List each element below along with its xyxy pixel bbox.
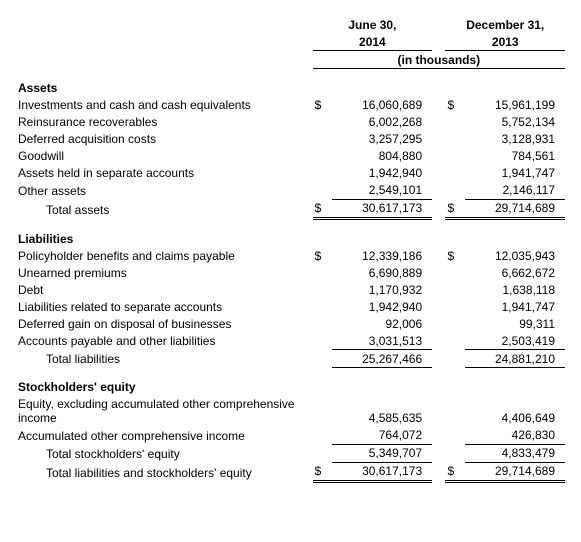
balance-sheet-table: June 30, December 31, 2014 2013 (in thou…: [16, 16, 565, 483]
table-row: Accumulated other comprehensive income 7…: [16, 427, 565, 445]
table-row: Reinsurance recoverables 6,002,268 5,752…: [16, 114, 565, 131]
col1-year: 2014: [313, 33, 432, 51]
col1-date: June 30,: [313, 16, 432, 33]
table-row: Other assets 2,549,101 2,146,117: [16, 182, 565, 200]
grand-total-row: Total liabilities and stockholders' equi…: [16, 462, 565, 481]
col2-year: 2013: [445, 33, 565, 51]
units-label: (in thousands): [313, 51, 565, 69]
table-row: Equity, excluding accumulated other comp…: [16, 396, 565, 427]
table-row: Policyholder benefits and claims payable…: [16, 247, 565, 264]
total-assets-row: Total assets $30,617,173 $29,714,689: [16, 199, 565, 218]
table-row: Deferred acquisition costs 3,257,295 3,1…: [16, 131, 565, 148]
header-row-1: June 30, December 31,: [16, 16, 565, 33]
table-row: Debt 1,170,932 1,638,118: [16, 281, 565, 298]
total-liabilities-row: Total liabilities 25,267,466 24,881,210: [16, 350, 565, 368]
total-equity-row: Total stockholders' equity 5,349,707 4,8…: [16, 444, 565, 462]
equity-header: Stockholders' equity: [16, 368, 565, 396]
assets-header: Assets: [16, 69, 565, 97]
table-row: Deferred gain on disposal of businesses …: [16, 315, 565, 332]
table-row: Liabilities related to separate accounts…: [16, 298, 565, 315]
header-row-2: 2014 2013: [16, 33, 565, 51]
col2-date: December 31,: [445, 16, 565, 33]
table-row: Unearned premiums 6,690,889 6,662,672: [16, 264, 565, 281]
table-row: Assets held in separate accounts 1,942,9…: [16, 165, 565, 182]
liabilities-header: Liabilities: [16, 218, 565, 247]
table-row: Goodwill 804,880 784,561: [16, 148, 565, 165]
header-units-row: (in thousands): [16, 51, 565, 69]
table-row: Accounts payable and other liabilities 3…: [16, 332, 565, 350]
table-row: Investments and cash and cash equivalent…: [16, 97, 565, 114]
